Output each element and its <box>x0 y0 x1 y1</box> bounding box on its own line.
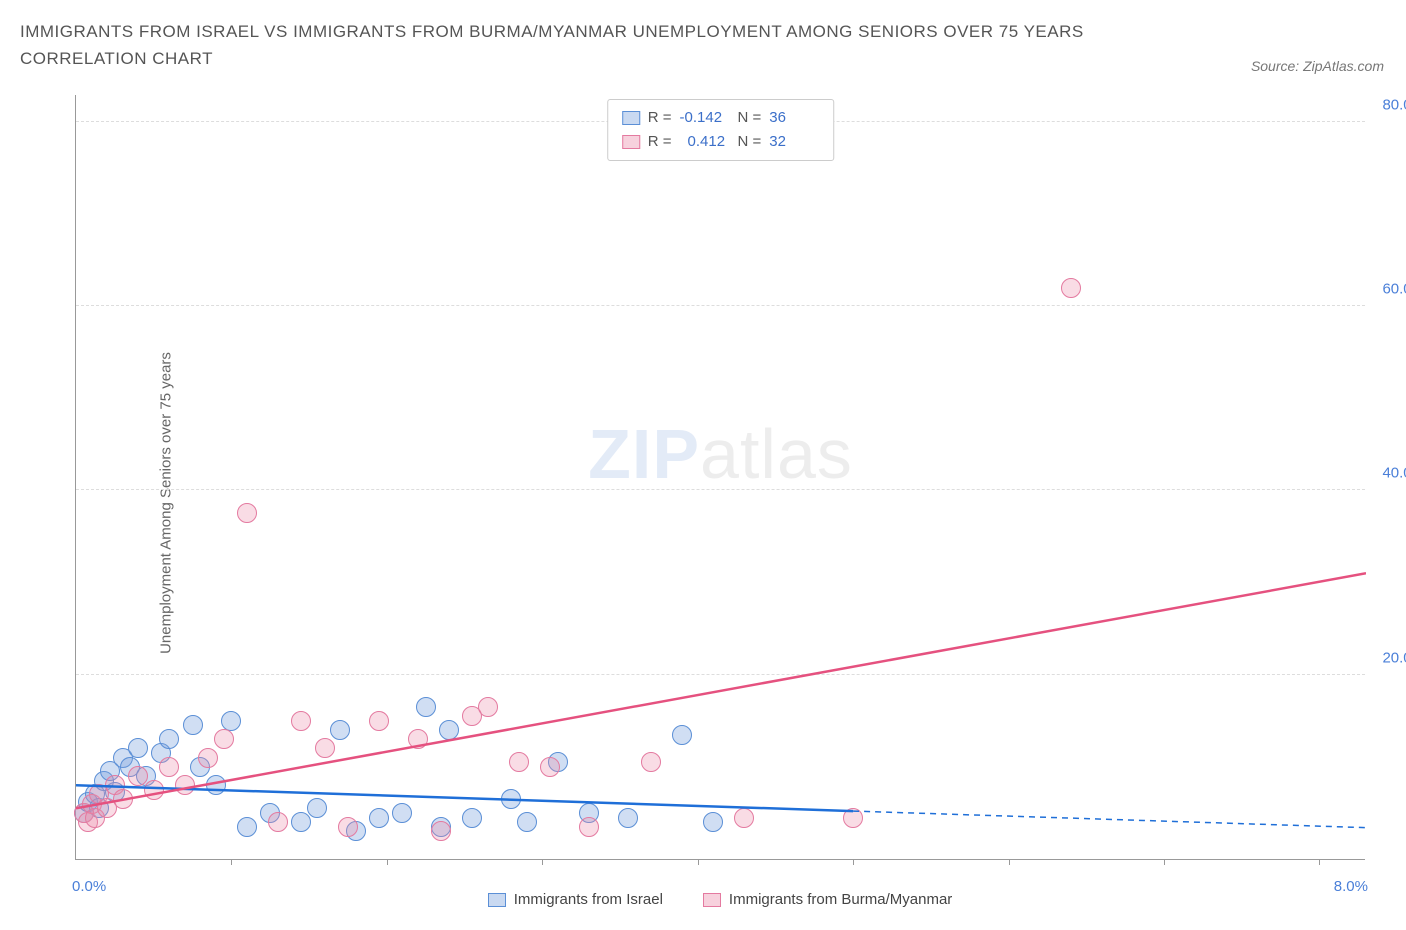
data-point <box>369 711 389 731</box>
chart-title-line2: CORRELATION CHART <box>20 45 1386 72</box>
gridline-h <box>76 305 1365 306</box>
data-point <box>113 789 133 809</box>
correlation-legend: R = -0.142 N = 36 R = 0.412 N = 32 <box>607 99 835 161</box>
watermark-light: atlas <box>700 415 853 493</box>
correlation-legend-row-1: R = 0.412 N = 32 <box>622 130 820 154</box>
data-point <box>501 789 521 809</box>
legend-swatch-0 <box>622 111 640 125</box>
data-point <box>478 697 498 717</box>
x-tick <box>387 859 388 865</box>
data-point <box>159 729 179 749</box>
data-point <box>221 711 241 731</box>
data-point <box>144 780 164 800</box>
data-point <box>307 798 327 818</box>
n-label: N = <box>738 106 762 130</box>
n-label: N = <box>738 130 762 154</box>
x-tick <box>698 859 699 865</box>
data-point <box>128 738 148 758</box>
data-point <box>509 752 529 772</box>
gridline-h <box>76 489 1365 490</box>
legend-swatch-1 <box>622 135 640 149</box>
data-point <box>439 720 459 740</box>
n-value-0: 36 <box>769 106 819 130</box>
series-legend: Immigrants from Israel Immigrants from B… <box>75 891 1365 908</box>
r-value-0: -0.142 <box>680 106 730 130</box>
watermark-bold: ZIP <box>588 415 700 493</box>
series-name-1: Immigrants from Burma/Myanmar <box>729 891 952 908</box>
data-point <box>579 817 599 837</box>
x-tick <box>853 859 854 865</box>
data-point <box>291 711 311 731</box>
data-point <box>175 775 195 795</box>
series-legend-item-1: Immigrants from Burma/Myanmar <box>703 891 952 908</box>
data-point <box>672 725 692 745</box>
correlation-legend-row-0: R = -0.142 N = 36 <box>622 106 820 130</box>
data-point <box>392 803 412 823</box>
chart-title-line1: IMMIGRANTS FROM ISRAEL VS IMMIGRANTS FRO… <box>20 18 1386 45</box>
data-point <box>369 808 389 828</box>
data-point <box>315 738 335 758</box>
data-point <box>462 808 482 828</box>
series-legend-item-0: Immigrants from Israel <box>488 891 663 908</box>
data-point <box>338 817 358 837</box>
data-point <box>237 817 257 837</box>
source-prefix: Source: <box>1251 58 1303 74</box>
data-point <box>843 808 863 828</box>
n-value-1: 32 <box>769 130 819 154</box>
chart-title-block: IMMIGRANTS FROM ISRAEL VS IMMIGRANTS FRO… <box>0 0 1406 72</box>
data-point <box>214 729 234 749</box>
data-point <box>517 812 537 832</box>
data-point <box>291 812 311 832</box>
y-tick-label: 80.0% <box>1370 96 1406 113</box>
series-swatch-1 <box>703 893 721 907</box>
x-tick <box>1319 859 1320 865</box>
data-point <box>268 812 288 832</box>
data-point <box>641 752 661 772</box>
gridline-h <box>76 674 1365 675</box>
data-point <box>431 821 451 841</box>
y-tick-label: 20.0% <box>1370 649 1406 666</box>
data-point <box>408 729 428 749</box>
source-attribution: Source: ZipAtlas.com <box>1251 58 1384 74</box>
y-tick-label: 40.0% <box>1370 465 1406 482</box>
watermark: ZIPatlas <box>588 414 853 494</box>
data-point <box>206 775 226 795</box>
x-tick <box>542 859 543 865</box>
x-tick <box>231 859 232 865</box>
r-label: R = <box>648 130 672 154</box>
x-tick <box>1164 859 1165 865</box>
data-point <box>330 720 350 740</box>
series-swatch-0 <box>488 893 506 907</box>
data-point <box>159 757 179 777</box>
plot-area: ZIPatlas R = -0.142 N = 36 R = 0.412 N =… <box>75 95 1365 860</box>
data-point <box>1061 278 1081 298</box>
plot-container: Unemployment Among Seniors over 75 years… <box>20 95 1386 910</box>
data-point <box>237 503 257 523</box>
y-tick-label: 60.0% <box>1370 281 1406 298</box>
data-point <box>416 697 436 717</box>
data-point <box>183 715 203 735</box>
data-point <box>198 748 218 768</box>
trend-lines <box>76 94 1366 859</box>
data-point <box>734 808 754 828</box>
source-name: ZipAtlas.com <box>1303 58 1384 74</box>
data-point <box>703 812 723 832</box>
series-name-0: Immigrants from Israel <box>514 891 663 908</box>
data-point <box>540 757 560 777</box>
r-label: R = <box>648 106 672 130</box>
data-point <box>618 808 638 828</box>
r-value-1: 0.412 <box>680 130 730 154</box>
x-tick <box>1009 859 1010 865</box>
